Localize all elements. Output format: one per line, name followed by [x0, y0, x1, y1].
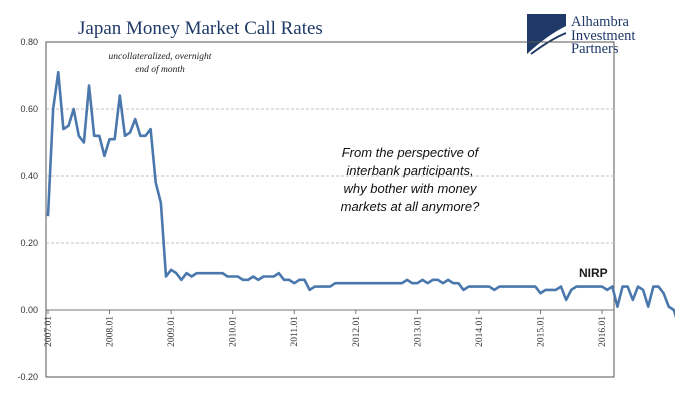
nirp-label: NIRP: [579, 266, 608, 280]
x-tick-label: 2014.01: [475, 316, 485, 347]
logo-mark-icon: [527, 14, 567, 55]
logo-text-line-1: Alhambra: [571, 14, 630, 30]
y-axis-ticks: 0.80 0.60 0.40 0.20 0.00 -0.20: [17, 37, 38, 382]
annotation-line-4: markets at all anymore?: [341, 199, 480, 214]
y-tick-label: 0.20: [20, 238, 38, 248]
x-tick-label: 2009.01: [167, 316, 177, 347]
x-tick-label: 2015.01: [536, 316, 546, 347]
y-tick-label: -0.20: [17, 372, 38, 382]
x-tick-label: 2016.01: [598, 316, 608, 347]
plot-frame: [45, 41, 615, 378]
annotation-line-1: From the perspective of: [342, 145, 480, 160]
chart-subtitle-line-1: uncollateralized, overnight: [109, 52, 212, 62]
x-axis-ticks: 2007.01 2008.01 2009.01 2010.01 2011.01 2012.…: [44, 310, 608, 347]
logo-text-line-2: Investment: [571, 28, 635, 44]
y-tick-label: 0.00: [20, 305, 38, 315]
y-tick-label: 0.60: [20, 104, 38, 114]
x-tick-label: 2013.01: [413, 316, 423, 347]
logo: Alhambra Investment Partners: [527, 14, 635, 57]
x-tick-label: 2008.01: [106, 316, 116, 347]
y-tick-label: 0.40: [20, 171, 38, 181]
annotation-line-3: why bother with money: [344, 181, 478, 196]
x-tick-label: 2010.01: [229, 316, 239, 347]
x-tick-label: 2011.01: [290, 316, 300, 347]
x-tick-label: 2012.01: [352, 316, 362, 347]
gridlines: [46, 108, 614, 311]
chart-subtitle-line-2: end of month: [135, 64, 185, 75]
logo-text-line-3: Partners: [571, 41, 619, 57]
annotation-line-2: interbank participants,: [346, 163, 473, 178]
chart-title: Japan Money Market Call Rates: [78, 18, 323, 39]
x-tick-label: 2007.01: [44, 316, 54, 347]
y-tick-label: 0.80: [20, 37, 38, 47]
series-line: [46, 70, 675, 319]
